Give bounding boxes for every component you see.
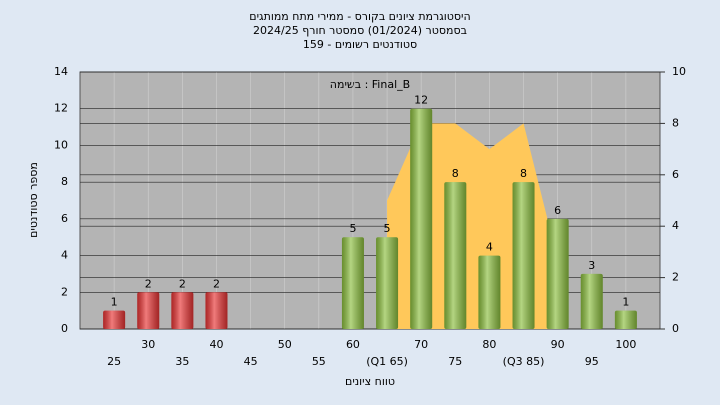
x-tick-label: 90 [551, 338, 565, 351]
data-label: 8 [452, 167, 459, 180]
bar-shade [137, 292, 160, 329]
data-label: 6 [554, 204, 561, 217]
y-tick-label: 6 [61, 212, 68, 225]
x-tick-label: 95 [585, 355, 599, 368]
x-tick-label: 25 [107, 355, 121, 368]
bar-shade [614, 310, 637, 329]
y-tick-label: 12 [54, 102, 68, 115]
data-label: 2 [179, 277, 186, 290]
y-tick-label: 4 [61, 249, 68, 262]
data-label: 5 [384, 222, 391, 235]
y-tick-label: 2 [61, 285, 68, 298]
bar-shade [512, 182, 535, 329]
x-axis-label: טווח ציונים [345, 375, 395, 388]
chart-subtitle: סטודנטים רשומים - 159 [303, 38, 417, 51]
data-label: 5 [349, 222, 356, 235]
x-tick-label: 80 [482, 338, 496, 351]
data-label: 1 [622, 296, 629, 309]
bar-shade [546, 218, 569, 329]
data-label: 12 [414, 94, 428, 107]
chart-title: היסטוגרמת ציונים בקורס - ממירי מתח ממותג… [249, 10, 470, 23]
y-tick-label: 10 [54, 138, 68, 151]
data-label: 2 [145, 277, 152, 290]
x-tick-label: 40 [209, 338, 223, 351]
y-tick-label: 8 [61, 175, 68, 188]
bar-shade [376, 237, 399, 329]
bar-shade [171, 292, 194, 329]
chart-subtitle: בסמסטר (01/2024) סמסטר חורף 2024/25 [253, 24, 467, 37]
x-tick-label: 100 [615, 338, 636, 351]
x-tick-label: 75 [448, 355, 462, 368]
x-tick-label: (Q1 65) [366, 355, 408, 368]
y2-tick-label: 6 [672, 168, 679, 181]
y2-tick-label: 4 [672, 219, 679, 232]
bar-shade [410, 108, 433, 329]
plot-area [79, 71, 661, 330]
x-tick-label: 35 [175, 355, 189, 368]
bar-shade [103, 310, 126, 329]
bar-shade [478, 255, 501, 329]
annotation: בשימה : Final_B [330, 78, 410, 91]
y-tick-label: 14 [54, 65, 68, 78]
y2-tick-label: 0 [672, 322, 679, 335]
data-label: 3 [588, 259, 595, 272]
data-label: 1 [111, 296, 118, 309]
y2-tick-label: 2 [672, 271, 679, 284]
x-tick-label: 50 [278, 338, 292, 351]
data-label: 8 [520, 167, 527, 180]
bar-shade [580, 273, 603, 329]
x-tick-label: 45 [244, 355, 258, 368]
y2-tick-label: 8 [672, 116, 679, 129]
x-tick-label: (Q3 85) [503, 355, 545, 368]
bar-shade [205, 292, 228, 329]
data-label: 4 [486, 241, 493, 254]
x-tick-label: 55 [312, 355, 326, 368]
bar-shade [341, 237, 364, 329]
x-tick-label: 30 [141, 338, 155, 351]
bar-shade [444, 182, 467, 329]
y-axis-label: מספר סטודנטים [27, 162, 40, 238]
x-tick-label: 60 [346, 338, 360, 351]
data-label: 2 [213, 277, 220, 290]
y-tick-label: 0 [61, 322, 68, 335]
x-tick-label: 70 [414, 338, 428, 351]
y2-tick-label: 10 [672, 65, 686, 78]
